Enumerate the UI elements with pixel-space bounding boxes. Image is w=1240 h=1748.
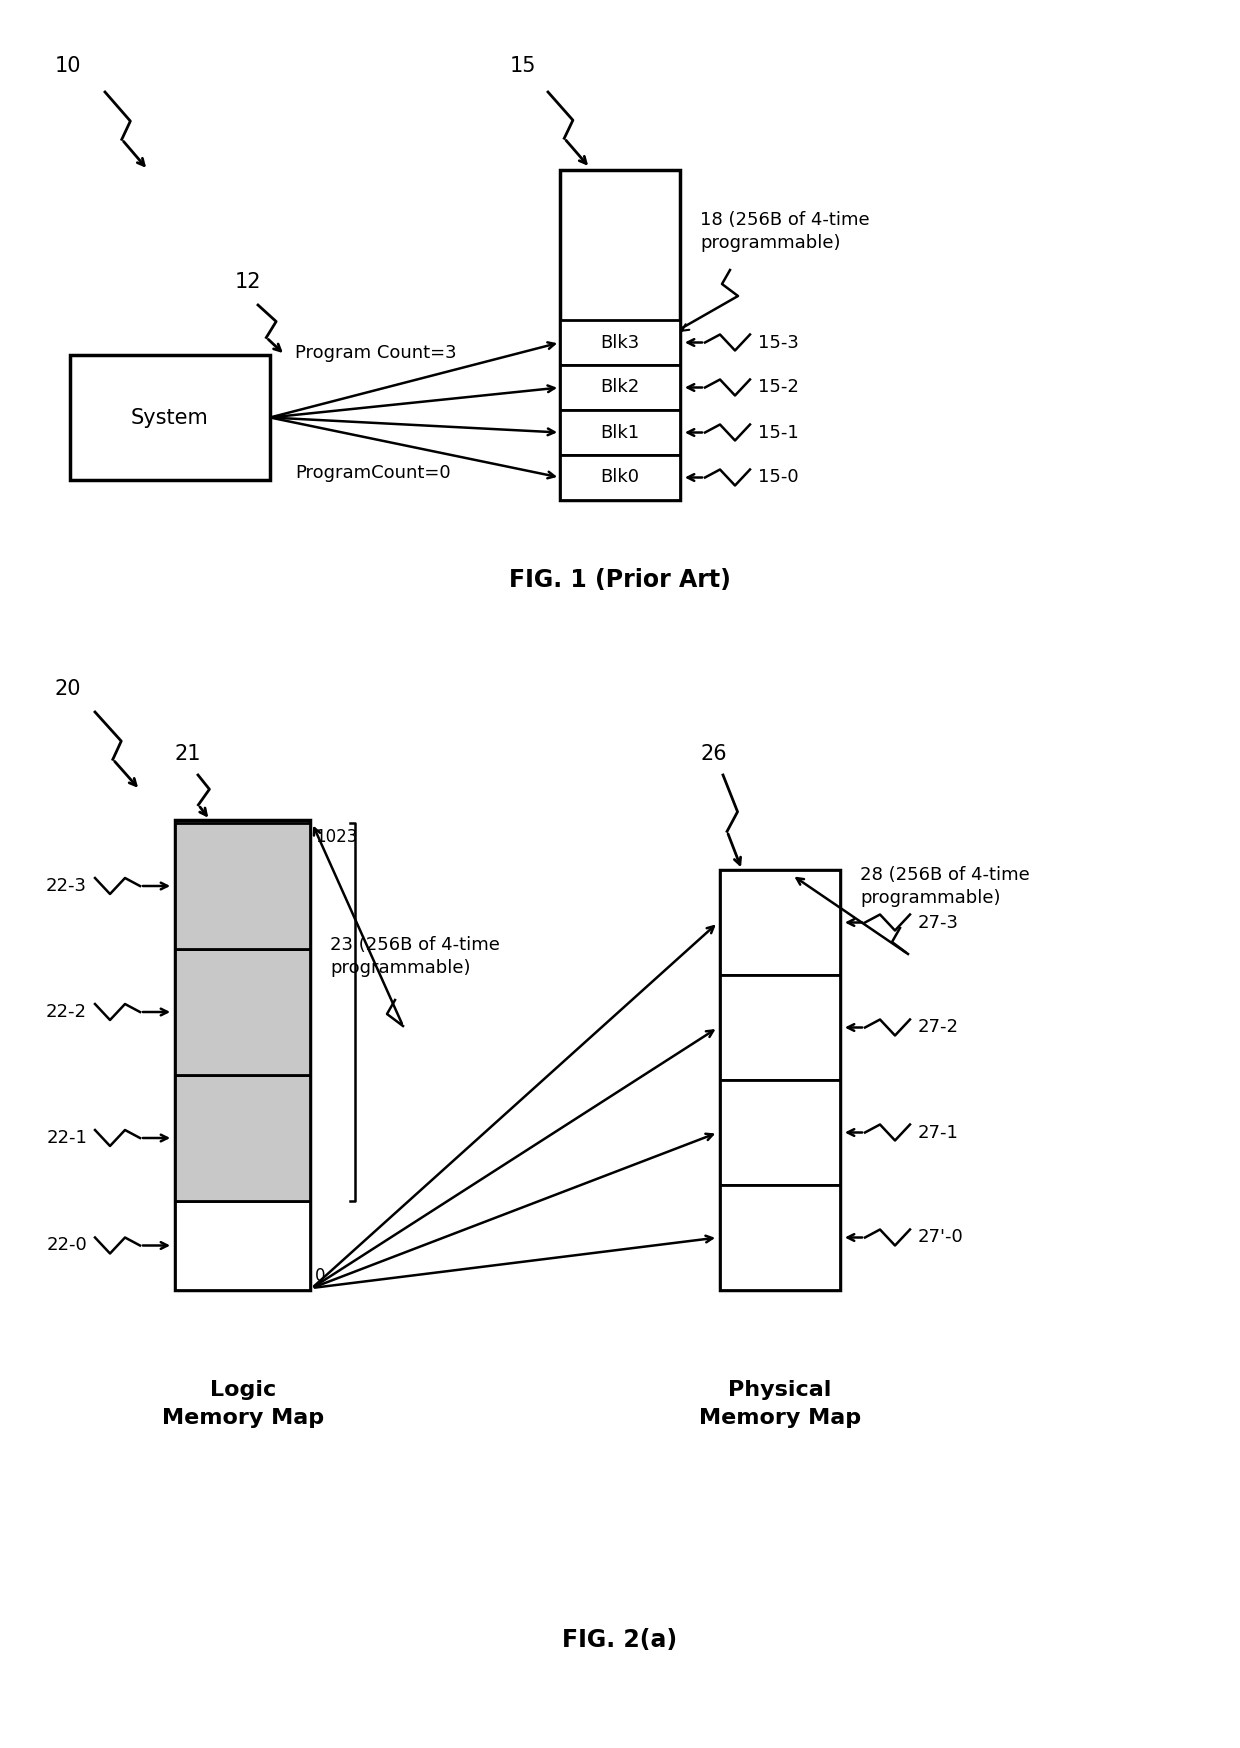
Text: 22-2: 22-2 xyxy=(46,1003,87,1021)
Bar xyxy=(175,823,310,949)
Text: 10: 10 xyxy=(55,56,82,75)
Text: Physical
Memory Map: Physical Memory Map xyxy=(699,1379,861,1428)
Text: Blk0: Blk0 xyxy=(600,468,640,486)
Text: Blk1: Blk1 xyxy=(600,423,640,442)
Bar xyxy=(560,411,680,454)
Bar xyxy=(720,871,839,975)
Text: 23 (256B of 4-time: 23 (256B of 4-time xyxy=(330,935,500,954)
Bar xyxy=(720,1185,839,1290)
Text: 15-3: 15-3 xyxy=(758,334,799,351)
Text: 22-3: 22-3 xyxy=(46,877,87,895)
Text: 28 (256B of 4-time: 28 (256B of 4-time xyxy=(861,865,1029,884)
Text: 27'-0: 27'-0 xyxy=(918,1229,963,1246)
Text: FIG. 2(a): FIG. 2(a) xyxy=(563,1627,677,1652)
Text: 20: 20 xyxy=(55,678,82,699)
Text: 15-2: 15-2 xyxy=(758,379,799,397)
Text: 26: 26 xyxy=(701,745,727,764)
Text: 12: 12 xyxy=(236,273,262,292)
Text: Blk3: Blk3 xyxy=(600,334,640,351)
Text: 21: 21 xyxy=(175,745,201,764)
Text: programmable): programmable) xyxy=(861,890,1001,907)
Text: 15-1: 15-1 xyxy=(758,423,799,442)
Text: FIG. 1 (Prior Art): FIG. 1 (Prior Art) xyxy=(510,568,730,593)
Bar xyxy=(175,949,310,1075)
Bar xyxy=(720,871,839,1290)
Bar xyxy=(175,1201,310,1290)
Bar xyxy=(720,975,839,1080)
Text: programmable): programmable) xyxy=(701,234,841,252)
Text: 15-0: 15-0 xyxy=(758,468,799,486)
Bar xyxy=(175,1075,310,1201)
Text: programmable): programmable) xyxy=(330,960,470,977)
Text: 1023: 1023 xyxy=(315,829,357,846)
Bar xyxy=(720,1080,839,1185)
Bar xyxy=(69,355,270,481)
Text: 22-0: 22-0 xyxy=(46,1236,87,1255)
Bar xyxy=(560,170,680,500)
Text: ProgramCount=0: ProgramCount=0 xyxy=(295,463,450,482)
Text: 22-1: 22-1 xyxy=(46,1129,87,1147)
Text: Logic
Memory Map: Logic Memory Map xyxy=(162,1379,324,1428)
Text: System: System xyxy=(131,407,208,428)
Bar xyxy=(560,454,680,500)
Text: 15: 15 xyxy=(510,56,537,75)
Bar xyxy=(560,365,680,411)
Text: Program Count=3: Program Count=3 xyxy=(295,344,456,362)
Text: 27-3: 27-3 xyxy=(918,914,959,932)
Text: 18 (256B of 4-time: 18 (256B of 4-time xyxy=(701,212,869,229)
Text: 27-2: 27-2 xyxy=(918,1019,959,1037)
Bar xyxy=(560,320,680,365)
Text: 27-1: 27-1 xyxy=(918,1124,959,1141)
Text: Blk2: Blk2 xyxy=(600,379,640,397)
Text: 0: 0 xyxy=(315,1267,325,1285)
Bar xyxy=(175,820,310,1290)
